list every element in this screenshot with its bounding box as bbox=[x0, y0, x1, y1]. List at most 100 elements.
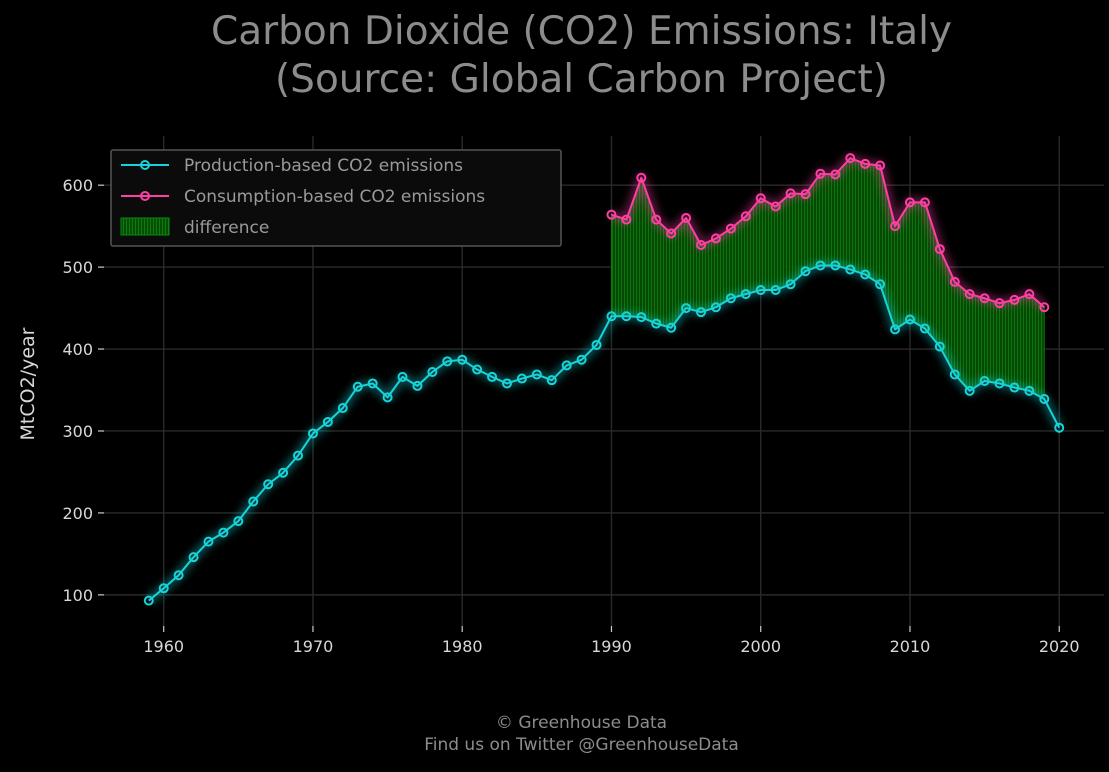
production-point-1993 bbox=[651, 318, 662, 329]
y-tick-label-100: 100 bbox=[62, 586, 93, 605]
production-point-1980 bbox=[457, 354, 468, 365]
production-point-1997 bbox=[710, 302, 721, 313]
y-tick-label-600: 600 bbox=[62, 176, 93, 195]
production-point-2020 bbox=[1054, 422, 1065, 433]
axis-ticks: 1960 1970 1980 1990 2000 2010 2020 100 200 300 400… bbox=[62, 176, 1079, 656]
legend-marker-production bbox=[140, 160, 150, 170]
production-point-1996 bbox=[696, 307, 707, 318]
production-point-1999 bbox=[740, 289, 751, 300]
consumption-point-2014 bbox=[964, 289, 975, 300]
legend-marker-consumption bbox=[140, 191, 150, 201]
line-chart: 1960 1970 1980 1990 2000 2010 2020 100 200 300 400… bbox=[17, 136, 1104, 656]
consumption-point-2011 bbox=[919, 197, 930, 208]
consumption-point-1993 bbox=[651, 214, 662, 225]
production-point-2010 bbox=[904, 314, 915, 325]
production-point-1989 bbox=[591, 339, 602, 350]
production-point-1964 bbox=[218, 527, 229, 538]
consumption-point-2005 bbox=[830, 169, 841, 180]
production-point-2009 bbox=[890, 324, 901, 335]
x-tick-label-2010: 2010 bbox=[890, 637, 931, 656]
production-point-2005 bbox=[830, 260, 841, 271]
x-tick-label-1970: 1970 bbox=[293, 637, 334, 656]
y-tick-label-400: 400 bbox=[62, 340, 93, 359]
production-point-1962 bbox=[188, 552, 199, 563]
production-point-2012 bbox=[934, 341, 945, 352]
consumption-point-1997 bbox=[710, 233, 721, 244]
production-point-2019 bbox=[1039, 394, 1050, 405]
consumption-point-1994 bbox=[666, 228, 677, 239]
production-point-2004 bbox=[815, 260, 826, 271]
production-point-1979 bbox=[442, 356, 453, 367]
footer-copyright: © Greenhouse Data bbox=[495, 713, 668, 733]
consumption-point-1996 bbox=[696, 239, 707, 250]
production-point-1972 bbox=[337, 403, 348, 414]
consumption-point-1995 bbox=[681, 212, 692, 223]
footer-credit: © Greenhouse Data Find us on Twitter @Gr… bbox=[0, 712, 1109, 756]
production-point-1968 bbox=[278, 467, 289, 478]
footer-twitter-handle: Find us on Twitter @GreenhouseData bbox=[424, 735, 739, 755]
production-point-1982 bbox=[487, 371, 498, 382]
x-tick-label-1960: 1960 bbox=[143, 637, 184, 656]
production-point-1977 bbox=[412, 380, 423, 391]
y-axis-label: MtCO2/year bbox=[17, 327, 39, 440]
production-point-2017 bbox=[1009, 382, 1020, 393]
consumption-point-2003 bbox=[800, 189, 811, 200]
production-point-1991 bbox=[621, 311, 632, 322]
production-point-1969 bbox=[293, 450, 304, 461]
consumption-point-2012 bbox=[934, 244, 945, 255]
production-point-1985 bbox=[531, 369, 542, 380]
production-point-2011 bbox=[919, 323, 930, 334]
consumption-point-1990 bbox=[606, 209, 617, 220]
consumption-point-2002 bbox=[785, 188, 796, 199]
production-point-1963 bbox=[203, 536, 214, 547]
consumption-point-2018 bbox=[1024, 289, 1035, 300]
production-point-1998 bbox=[725, 293, 736, 304]
consumption-point-2019 bbox=[1039, 302, 1050, 313]
legend-label-production: Production-based CO2 emissions bbox=[184, 156, 463, 176]
production-point-1959 bbox=[143, 595, 154, 606]
production-point-1961 bbox=[173, 570, 184, 581]
production-point-1976 bbox=[397, 371, 408, 382]
legend: Production-based CO2 emissions Consumpti… bbox=[110, 149, 562, 247]
legend-entry-consumption: Consumption-based CO2 emissions bbox=[121, 187, 485, 207]
production-point-1973 bbox=[352, 381, 363, 392]
production-point-1970 bbox=[307, 428, 318, 439]
production-point-1984 bbox=[516, 373, 527, 384]
chart-title: Carbon Dioxide (CO2) Emissions: Italy (S… bbox=[0, 8, 1109, 104]
legend-label-difference: difference bbox=[184, 218, 269, 238]
production-point-2003 bbox=[800, 266, 811, 277]
consumption-point-1998 bbox=[725, 223, 736, 234]
consumption-point-1992 bbox=[636, 172, 647, 183]
production-point-2007 bbox=[860, 269, 871, 280]
legend-box bbox=[110, 149, 562, 247]
consumption-point-2004 bbox=[815, 168, 826, 179]
production-point-2015 bbox=[979, 376, 990, 386]
chart-title-line-2: (Source: Global Carbon Project) bbox=[274, 57, 889, 102]
y-tick-label-500: 500 bbox=[62, 258, 93, 277]
production-point-2018 bbox=[1024, 385, 1035, 396]
production-point-1981 bbox=[472, 364, 483, 375]
production-point-1971 bbox=[322, 416, 333, 427]
x-tick-label-2000: 2000 bbox=[740, 637, 781, 656]
consumption-point-2001 bbox=[770, 201, 781, 212]
consumption-point-2007 bbox=[860, 158, 871, 169]
production-point-2008 bbox=[875, 279, 886, 290]
production-point-1988 bbox=[576, 354, 587, 365]
difference-fill-area bbox=[611, 157, 1045, 400]
production-point-1994 bbox=[666, 322, 677, 333]
chart-title-line-1: Carbon Dioxide (CO2) Emissions: Italy bbox=[210, 9, 953, 54]
production-point-1974 bbox=[367, 378, 378, 389]
x-tick-label-1980: 1980 bbox=[442, 637, 483, 656]
production-point-1966 bbox=[248, 496, 259, 507]
x-tick-label-1990: 1990 bbox=[591, 637, 632, 656]
consumption-point-2015 bbox=[979, 293, 990, 304]
production-point-1960 bbox=[158, 583, 169, 594]
production-point-2013 bbox=[949, 369, 960, 380]
production-point-2006 bbox=[845, 264, 856, 275]
legend-entry-difference: difference bbox=[120, 217, 269, 238]
legend-swatch-difference bbox=[120, 217, 170, 236]
x-tick-label-2020: 2020 bbox=[1039, 637, 1080, 656]
consumption-point-2013 bbox=[949, 276, 960, 287]
production-point-1975 bbox=[382, 392, 393, 403]
legend-label-consumption: Consumption-based CO2 emissions bbox=[184, 187, 485, 207]
